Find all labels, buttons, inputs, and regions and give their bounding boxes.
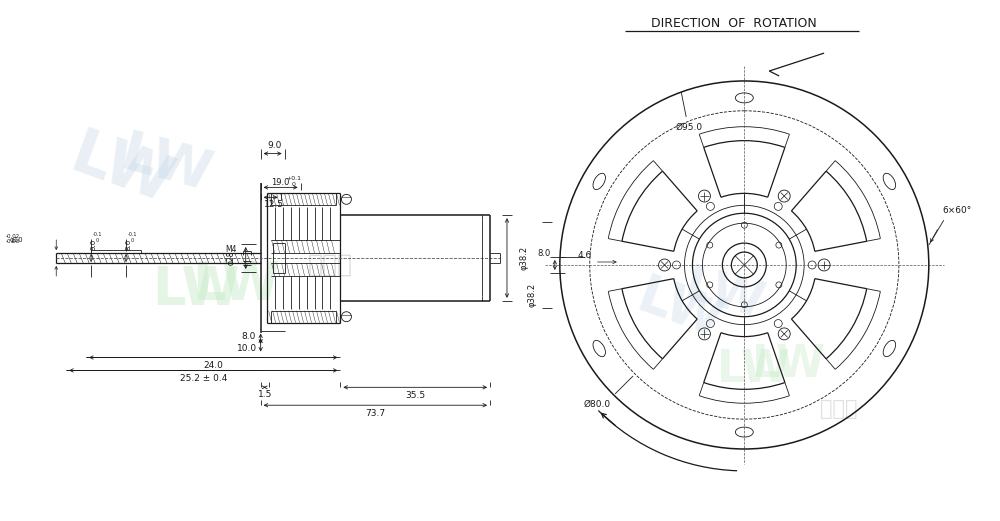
Text: M4: M4 [225,244,237,254]
Text: 1.5: 1.5 [257,390,272,399]
Text: LW: LW [62,125,180,216]
Text: 0: 0 [292,182,296,187]
Text: 8.6: 8.6 [125,239,131,250]
Text: 6×60°: 6×60° [942,206,971,215]
Text: 10.0: 10.0 [237,344,257,353]
Text: 8.0: 8.0 [242,332,256,341]
Text: 8.0: 8.0 [537,249,551,257]
Text: -0.1: -0.1 [127,232,137,237]
Text: 25.2 ± 0.4: 25.2 ± 0.4 [180,374,227,383]
Text: LW: LW [752,343,826,386]
Text: +0.1: +0.1 [286,176,301,181]
Text: φ38.2: φ38.2 [527,283,536,307]
Text: -0.03: -0.03 [6,239,20,244]
Text: 24.0: 24.0 [203,361,223,370]
Text: LW: LW [629,270,730,349]
Text: 理一讯: 理一讯 [308,253,353,277]
Text: Ø80.0: Ø80.0 [584,399,611,408]
Text: 73.7: 73.7 [365,408,385,418]
Text: φ38.2: φ38.2 [519,246,528,270]
Text: 理一讯: 理一讯 [820,399,858,419]
Text: LW: LW [679,261,770,328]
Text: LW: LW [192,259,280,311]
Text: -0.1: -0.1 [92,232,102,237]
Text: φ10: φ10 [10,237,23,243]
Text: 12.5: 12.5 [264,200,284,209]
Text: 9.0: 9.0 [267,141,282,150]
Text: Ø95.0: Ø95.0 [676,122,703,131]
Text: φ28: φ28 [226,251,235,265]
Text: DIRECTION  OF  ROTATION: DIRECTION OF ROTATION [651,17,817,30]
Text: -0.02: -0.02 [6,233,20,239]
Text: 9.0: 9.0 [90,239,96,250]
Text: LW: LW [152,264,240,316]
Text: 19.0: 19.0 [271,178,290,187]
Text: 0: 0 [130,238,134,243]
Text: 0: 0 [96,238,99,243]
Text: 4.6: 4.6 [578,251,592,259]
Text: LW: LW [717,348,791,391]
Text: 35.5: 35.5 [405,391,425,400]
Text: LW: LW [114,128,218,204]
